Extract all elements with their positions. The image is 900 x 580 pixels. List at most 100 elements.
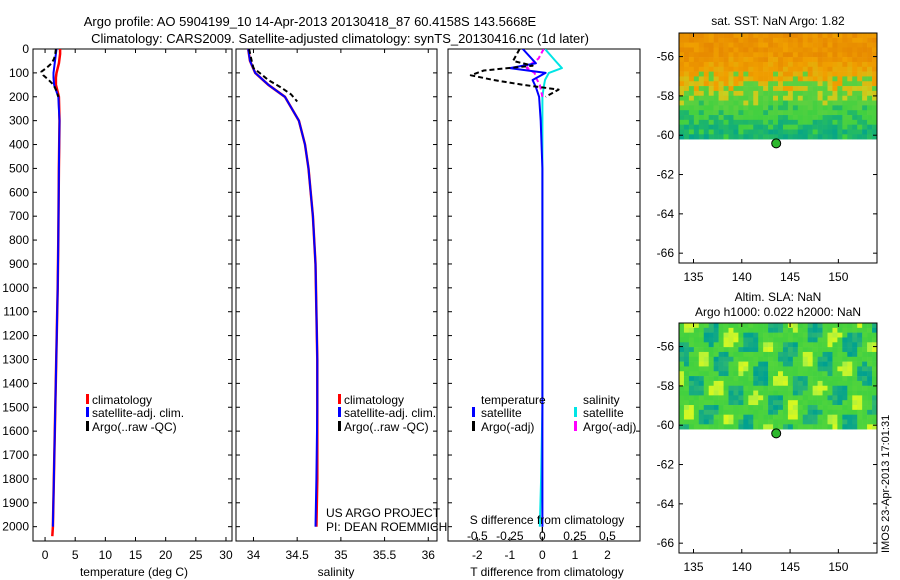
sla-map-cell	[778, 323, 784, 329]
sst-map-cell	[718, 76, 724, 82]
sla-map-cell	[837, 414, 843, 420]
sst-map-cell	[703, 95, 709, 101]
sla-map-cell	[713, 409, 719, 415]
sla-map-cell	[832, 409, 838, 415]
sst-map-cell	[862, 115, 868, 121]
sla-map-cell	[797, 424, 804, 430]
sla-map-cell	[837, 327, 843, 333]
sst-map-cell	[679, 57, 685, 63]
sla-map-cell	[802, 332, 808, 338]
sla-map-cell	[792, 419, 799, 425]
sla-map-cell	[822, 351, 828, 358]
sst-map-cell	[688, 81, 695, 87]
sst-map-cell	[713, 105, 719, 111]
sla-map-cell	[797, 337, 804, 343]
sst-map-cell	[738, 124, 744, 130]
sla-map-cell	[867, 419, 873, 425]
sst-map-cell	[718, 105, 724, 111]
sst-map-cell	[787, 100, 794, 106]
sla-map-cell	[718, 332, 724, 338]
sst-map-cell	[713, 57, 719, 63]
sst-map-cell	[778, 42, 784, 48]
sst-map-cell	[837, 105, 843, 111]
sla-map-cell	[797, 351, 804, 358]
sst-map-cell	[862, 76, 868, 82]
sst-map-cell	[857, 134, 863, 140]
depth-tick-label: 500	[9, 161, 29, 175]
sst-map-cell	[812, 47, 818, 53]
sst-map-cell	[862, 110, 868, 116]
sla-map-cell	[698, 380, 705, 387]
sla-map-cell	[817, 405, 823, 411]
sst-map-cell	[708, 52, 714, 58]
sla-map-cell	[718, 327, 724, 333]
sla-map-cell	[832, 385, 838, 391]
sla-map-cell	[683, 323, 690, 329]
map-ytick-label: -58	[657, 89, 675, 103]
sla-map-cell	[748, 347, 754, 353]
sst-map-cell	[872, 47, 878, 53]
sla-map-cell	[778, 366, 784, 372]
sla-map-cell	[708, 395, 714, 401]
sla-map-cell	[802, 424, 808, 430]
sla-map-cell	[827, 351, 833, 358]
sla-map-cell	[778, 424, 784, 430]
sst-map-cell	[867, 42, 873, 48]
sla-map-cell	[842, 424, 848, 430]
sla-map-cell	[743, 385, 749, 391]
sst-map-cell	[787, 47, 794, 53]
sla-map-cell	[748, 400, 754, 406]
sst-map-cell	[773, 90, 779, 97]
sla-map-cell	[758, 371, 764, 377]
sst-map-cell	[753, 119, 759, 125]
sst-map-cell	[832, 95, 838, 101]
sst-map-cell	[837, 57, 843, 63]
sla-map-cell	[683, 332, 690, 338]
sst-map-cell	[723, 81, 729, 87]
sla-map-cell	[827, 409, 833, 415]
sst-map-cell	[768, 66, 774, 72]
sla-map-cell	[758, 409, 764, 415]
sla-map-cell	[718, 371, 724, 377]
sla-map-cell	[768, 347, 774, 353]
sst-map-cell	[698, 105, 705, 111]
sla-map-cell	[738, 409, 744, 415]
sla-map-cell	[693, 371, 700, 377]
sst-map-cell	[728, 76, 734, 82]
series-line-argo-raw-qc-	[248, 49, 298, 103]
sst-map-cell	[787, 90, 794, 97]
sla-map-cell	[683, 356, 690, 362]
sla-map-cell	[703, 414, 709, 420]
sla-map-cell	[802, 371, 808, 377]
sla-map-cell	[842, 409, 848, 415]
sst-map-cell	[743, 115, 749, 121]
sst-map-cell	[688, 129, 695, 135]
sla-map-cell	[802, 376, 808, 382]
sst-map-cell	[708, 33, 714, 39]
sla-map-cell	[778, 342, 784, 348]
sla-map-cell	[683, 385, 690, 391]
sst-map-cell	[787, 124, 794, 130]
sla-map-cell	[827, 400, 833, 406]
sst-map-cell	[768, 86, 774, 92]
sla-map-cell	[837, 323, 843, 329]
sst-map-cell	[683, 57, 690, 63]
sla-map-cell	[837, 405, 843, 411]
sst-map-cell	[703, 124, 709, 130]
sla-map-cell	[837, 400, 843, 406]
sla-map-cell	[847, 366, 853, 372]
sla-map-cell	[733, 323, 739, 329]
sla-map-cell	[703, 376, 709, 382]
map-ytick-label: -56	[657, 50, 675, 64]
sla-map-cell	[867, 323, 873, 329]
sla-map-cell	[733, 405, 739, 411]
sst-map-cell	[867, 71, 873, 77]
sst-map-cell	[827, 33, 833, 39]
sla-map-cell	[778, 414, 784, 420]
difference-stick-label: 0.25	[563, 529, 587, 543]
sst-map-cell	[862, 61, 868, 68]
sla-map-cell	[792, 414, 799, 420]
sst-map-cell	[688, 90, 695, 97]
sst-map-cell	[852, 66, 858, 72]
sst-map-cell	[758, 110, 764, 116]
